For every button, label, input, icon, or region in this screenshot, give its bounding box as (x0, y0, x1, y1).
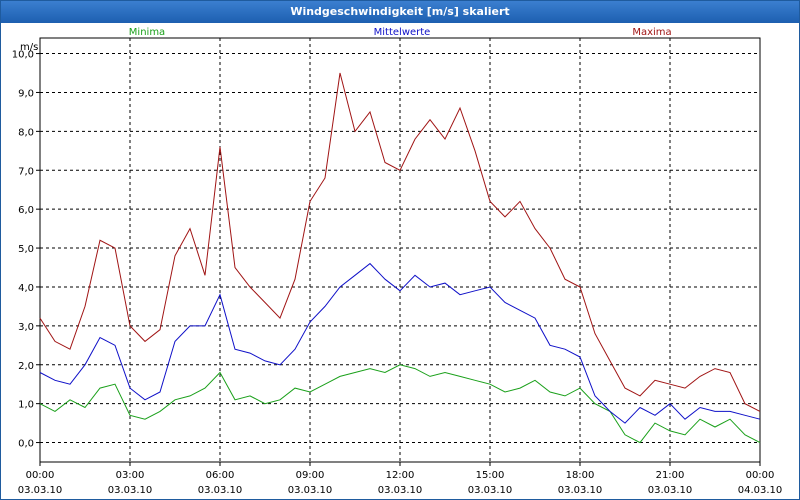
x-tick-date: 04.03.10 (738, 485, 783, 496)
x-tick-date: 03.03.10 (378, 485, 423, 496)
x-tick-time: 12:00 (386, 470, 415, 481)
series-line-maxima (39, 72, 761, 412)
x-tick-date: 03.03.10 (468, 485, 513, 496)
x-tick-time: 15:00 (476, 470, 505, 481)
legend-maxima: Maxima (632, 27, 671, 38)
y-tick-label: 3,0 (18, 322, 34, 333)
legend-mittelwerte: Mittelwerte (374, 27, 431, 38)
y-tick-label: 7,0 (18, 166, 34, 177)
series-line-mittelwerte (39, 262, 761, 424)
y-tick-label: 2,0 (18, 361, 34, 372)
y-tick-label: 0,0 (18, 439, 34, 450)
y-axis: 0,0 1,0 2,0 3,0 4,0 5,0 6,0 7,0 8,0 9,0 10,0 (12, 50, 40, 450)
y-tick-label: 6,0 (18, 205, 34, 216)
x-tick-date: 03.03.10 (18, 485, 63, 496)
x-tick-time: 03:00 (116, 470, 145, 481)
y-tick-label: 10,0 (12, 50, 34, 61)
chart-title: Windgeschwindigkeit [m/s] skaliert (1, 1, 799, 23)
x-tick-time: 00:00 (746, 470, 775, 481)
x-axis: 00:00 03.03.10 03:00 03.03.10 06:00 03.03.10 0… (18, 462, 783, 496)
x-tick-date: 03.03.10 (558, 485, 603, 496)
x-tick-time: 18:00 (566, 470, 595, 481)
legend-minima: Minima (129, 27, 165, 38)
y-tick-label: 1,0 (18, 400, 34, 411)
series-line-minima (39, 364, 761, 444)
legend: Minima Mittelwerte Maxima (129, 27, 672, 38)
x-tick-date: 03.03.10 (198, 485, 243, 496)
series-lines (39, 72, 761, 444)
y-tick-label: 5,0 (18, 244, 34, 255)
x-tick-time: 06:00 (206, 470, 235, 481)
y-tick-label: 4,0 (18, 283, 34, 294)
x-tick-date: 03.03.10 (288, 485, 333, 496)
y-axis-label: m/s (20, 42, 38, 53)
x-tick-time: 21:00 (656, 470, 685, 481)
y-tick-label: 9,0 (18, 88, 34, 99)
x-tick-date: 03.03.10 (108, 485, 153, 496)
y-tick-label: 8,0 (18, 127, 34, 138)
x-tick-time: 09:00 (296, 470, 325, 481)
x-tick-date: 03.03.10 (648, 485, 693, 496)
x-tick-time: 00:00 (26, 470, 55, 481)
